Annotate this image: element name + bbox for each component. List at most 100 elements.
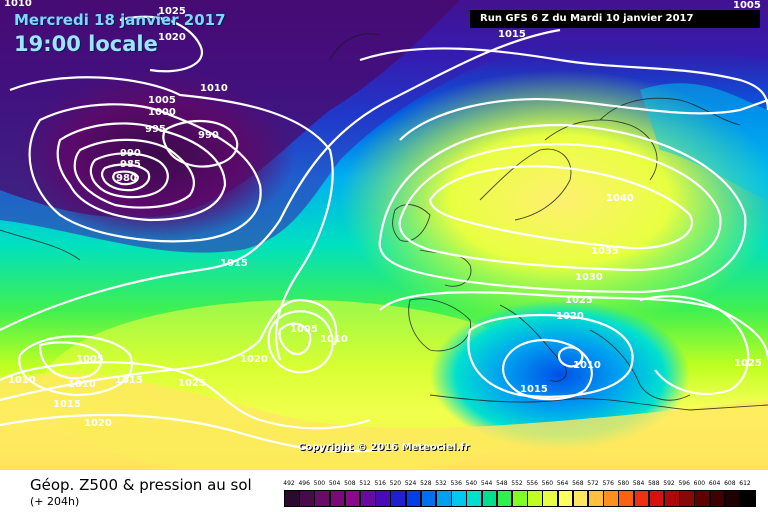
- legend-tick-label: 500: [313, 480, 326, 487]
- isobar-990-east: [162, 120, 239, 168]
- isobar-1020-left: [0, 413, 381, 453]
- isobar-985: [100, 163, 151, 192]
- legend-swatch: [633, 490, 650, 507]
- isobar-label: 1025: [178, 378, 206, 389]
- legend-swatch: [709, 490, 726, 507]
- isobar-1015-left: [0, 361, 371, 430]
- legend-swatch: [740, 490, 756, 507]
- isobar-label: 980: [116, 173, 137, 184]
- isobar-1010-ne: [399, 97, 768, 141]
- legend-tick-label: 560: [541, 480, 554, 487]
- legend-swatch: [527, 490, 543, 507]
- legend-swatch: [405, 490, 422, 507]
- isobar-1030: [378, 123, 747, 294]
- legend-swatch: [436, 490, 452, 507]
- legend-swatch: [420, 490, 437, 507]
- isobar-1005-mid: [278, 322, 312, 356]
- legend-swatch: [648, 490, 665, 507]
- isobar-label: 1020: [240, 354, 268, 365]
- isobar-label: 1010: [8, 375, 36, 386]
- legend-swatch: [512, 490, 528, 507]
- coastlines: [0, 33, 768, 411]
- legend-swatch: [588, 490, 604, 507]
- legend-swatch: [572, 490, 589, 507]
- legend-tick-label: 512: [359, 480, 371, 487]
- legend-tick-label: 600: [693, 480, 706, 487]
- isobar-980: [112, 170, 140, 186]
- legend-swatch: [496, 490, 513, 507]
- isobar-label: 1015: [115, 375, 143, 386]
- isobar-label: 1010: [4, 0, 32, 9]
- legend-tick-label: 508: [344, 480, 356, 487]
- copyright-text: Copyright © 2016 Meteociel.fr: [298, 442, 470, 453]
- isobar-1015-run: [359, 47, 768, 111]
- isobar-990-west: [89, 152, 169, 199]
- legend-swatch: [481, 490, 498, 507]
- legend-swatch: [603, 490, 619, 507]
- legend-swatch: [542, 490, 559, 507]
- legend-swatch: [284, 490, 300, 507]
- isobar-1035: [398, 143, 722, 272]
- model-run-label: Run GFS 6 Z du Mardi 10 janvier 2017: [470, 10, 760, 28]
- isobar-label: 1020: [556, 311, 584, 322]
- isobar-1010-med: [557, 346, 584, 368]
- legend-swatch: [679, 490, 695, 507]
- isobar-label: 1010: [200, 83, 228, 94]
- legend-swatch: [360, 490, 376, 507]
- legend-tick-label: 540: [465, 480, 478, 487]
- legend-swatch: [724, 490, 741, 507]
- low-pressure-core: [15, 70, 295, 240]
- isobar-1020-west: [0, 298, 338, 402]
- isobar-1010-mid: [267, 310, 334, 374]
- isobar-label: 990: [120, 148, 141, 159]
- isobar-label: 1010: [68, 379, 96, 390]
- isobar-1025-eu: [379, 291, 768, 361]
- isobar-label: 1010: [573, 360, 601, 371]
- legend-tick-label: 576: [602, 480, 614, 487]
- isobar-1020-eu: [467, 314, 634, 398]
- isobar-label: 1015: [53, 399, 81, 410]
- south-warm-shading: [0, 373, 768, 470]
- isobar-label: 1005: [148, 95, 176, 106]
- isobar-label: 990: [198, 130, 219, 141]
- legend-tick-label: 532: [435, 480, 447, 487]
- lead-time: (+ 204h): [30, 495, 80, 508]
- legend-tick-label: 528: [420, 480, 432, 487]
- legend-tick-label: 544: [480, 480, 493, 487]
- forecast-date: Mercredi 18 janvier 2017: [14, 11, 226, 29]
- legend-tick-label: 496: [298, 480, 310, 487]
- isobar-1040: [428, 165, 693, 250]
- isobar-995: [73, 138, 196, 209]
- legend-swatch: [694, 490, 711, 507]
- legend-swatch: [664, 490, 680, 507]
- isobar-label: 1010: [320, 334, 348, 345]
- legend-swatch: [344, 490, 361, 507]
- isobar-1025-top: [119, 15, 203, 73]
- legend-tick-label: 572: [587, 480, 599, 487]
- legend-tick-label: 568: [572, 480, 584, 487]
- legend-swatch: [329, 490, 346, 507]
- isobar-1000: [56, 122, 227, 222]
- legend-tick-label: 548: [496, 480, 508, 487]
- isobar-1010-tl: [9, 76, 334, 361]
- legend-tick-label: 580: [617, 480, 630, 487]
- legend-tick-label: 604: [708, 480, 721, 487]
- legend-tick-label: 588: [648, 480, 660, 487]
- legend-tick-label: 520: [389, 480, 402, 487]
- forecast-local-time: 19:00 locale: [14, 32, 158, 56]
- isobar-1025-right: [639, 295, 750, 395]
- legend-tick-label: 552: [511, 480, 523, 487]
- isobar-label: 1030: [575, 272, 603, 283]
- legend-tick-label: 612: [739, 480, 751, 487]
- isobar-label: 1015: [220, 258, 248, 269]
- legend-tick-label: 556: [526, 480, 538, 487]
- isobar-1015-med: [501, 338, 593, 401]
- isobar-label: 985: [120, 159, 141, 170]
- legend-tick-label: 596: [678, 480, 690, 487]
- legend-tick-label: 564: [556, 480, 569, 487]
- legend-swatch: [314, 490, 331, 507]
- isobar-1005: [28, 103, 262, 243]
- legend-tick-label: 536: [450, 480, 462, 487]
- legend-swatch: [451, 490, 467, 507]
- legend-tick-label: 504: [328, 480, 341, 487]
